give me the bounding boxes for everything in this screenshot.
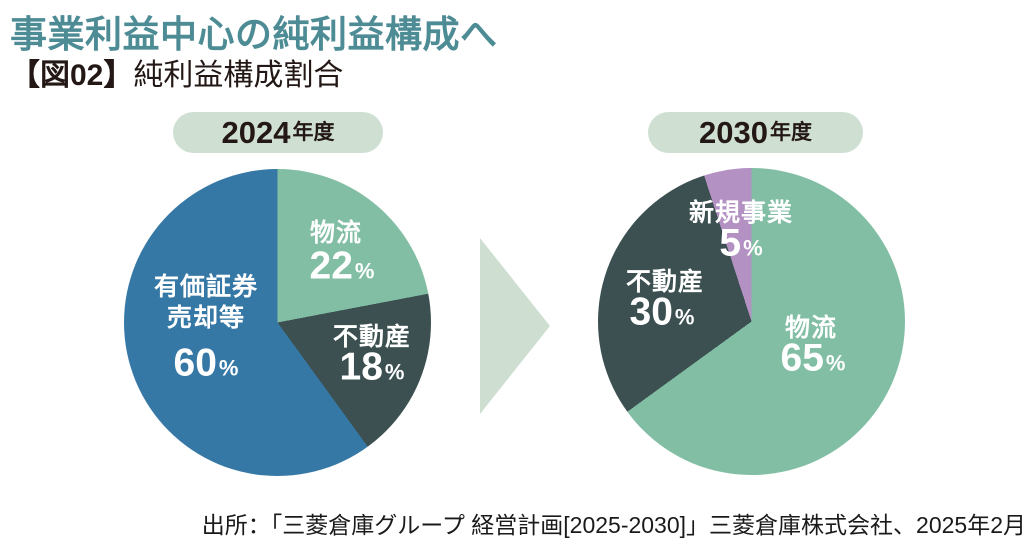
badge-year-text: 2030: [699, 115, 768, 150]
badge-year-suffix: 年度: [292, 121, 335, 144]
segment-value-realestate: 30%: [629, 290, 695, 334]
source-attribution: 出所：「三菱倉庫グループ 経営計画[2025-2030]」三菱倉庫株式会社、20…: [201, 512, 1026, 538]
segment-value-realestate: 18%: [339, 345, 405, 389]
badge-year-suffix: 年度: [769, 121, 812, 144]
year-badge-2030: 2030 年度: [648, 112, 863, 153]
segment-value-securities: 60%: [173, 341, 239, 385]
page-title: 事業利益中心の純利益構成へ: [10, 14, 498, 55]
figure-subtitle-text: 純利益構成割合: [133, 59, 344, 92]
segment-label-newbusiness: 新規事業: [688, 199, 794, 227]
segment-value-logistics: 22%: [309, 244, 375, 288]
year-badge-2024: 2024 年度: [173, 112, 383, 153]
segment-label-realestate: 不動産: [332, 323, 412, 351]
segment-label-logistics: 物流: [309, 219, 363, 247]
segment-label-logistics: 物流: [784, 314, 838, 342]
segment-label-securities: 有価証券 売却等: [153, 273, 259, 332]
segment-value-newbusiness: 5%: [719, 221, 763, 265]
page-subtitle: 【図02】純利益構成割合: [10, 50, 343, 94]
arrow-right-icon: [480, 238, 550, 414]
pie-chart-2030: 新規事業 5% 不動産 30% 物流 65%: [598, 168, 905, 475]
figure-number-tag: 【図02】: [10, 59, 134, 92]
segment-value-logistics: 65%: [780, 336, 846, 380]
pie-chart-2024: 物流 22% 不動産 18% 有価証券 売却等 60%: [124, 169, 431, 476]
badge-year-text: 2024: [221, 115, 291, 150]
segment-label-realestate: 不動産: [625, 268, 705, 296]
